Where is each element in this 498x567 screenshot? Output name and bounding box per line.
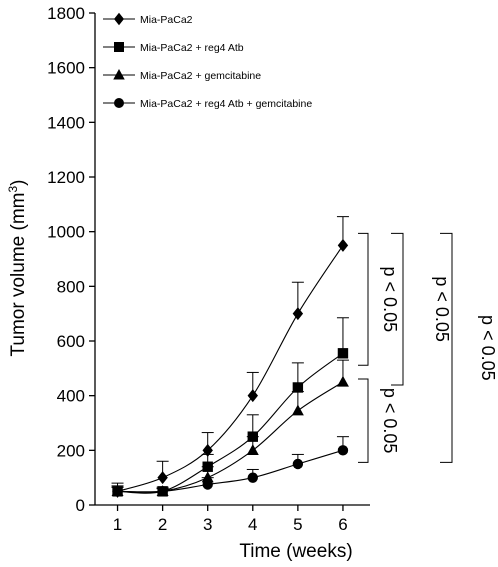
circle-marker [112,486,123,497]
x-tick-label: 1 [113,515,122,534]
circle-marker [114,98,124,108]
triangle-marker [113,69,125,80]
legend-label: Mia-PaCa2 [140,14,193,26]
series-diamond [111,216,349,498]
series-line [117,352,344,494]
square-marker [114,42,124,52]
diamond-marker [337,238,349,252]
x-tick-label: 4 [248,515,257,534]
y-axis-title: Tumor volume (mm3) [6,180,29,357]
p-value-label: p < 0.05 [380,388,400,454]
circle-marker [292,458,304,470]
legend-label: Mia-PaCa2 + reg4 Atb + gemcitabine [140,98,312,110]
legend-item: Mia-PaCa2 + reg4 Atb + gemcitabine [103,98,312,110]
diamond-marker [157,471,168,485]
diamond-marker [202,443,213,457]
significance-bracket: p < 0.05 [358,232,400,366]
bracket-line [440,232,453,463]
series-line [117,449,344,493]
series-layer [111,216,349,498]
legend-label: Mia-PaCa2 + reg4 Atb [140,42,244,54]
p-value-label: p < 0.05 [380,267,400,333]
y-tick-label: 1800 [47,4,85,23]
diamond-marker [292,307,304,321]
series-line [117,381,344,493]
circle-marker [157,486,168,497]
significance-bracket: p < 0.05 [391,232,452,386]
x-tick-label: 6 [338,515,347,534]
triangle-marker [291,404,304,416]
x-tick-label: 2 [158,515,167,534]
square-marker [337,348,349,359]
series-line [117,245,344,492]
circle-marker [247,472,258,483]
y-tick-label: 1600 [47,59,85,78]
p-value-label: p < 0.05 [432,276,452,342]
x-tick-label: 3 [203,515,212,534]
square-marker [292,382,304,393]
legend-item: Mia-PaCa2 + reg4 Atb [103,42,244,54]
series-triangle [111,359,349,497]
bracket-line [358,232,369,366]
y-tick-label: 200 [57,441,85,460]
y-tick-label: 800 [57,277,85,296]
diamond-marker [247,389,258,403]
triangle-marker [336,375,349,387]
x-ticks: 1 2 3 4 5 6 [113,505,348,534]
circle-marker [337,445,349,456]
series-square [111,317,349,497]
y-tick-label: 1000 [47,223,85,242]
circle-marker [202,479,213,490]
legend-item: Mia-PaCa2 + gemcitabine [103,69,261,82]
triangle-marker [246,444,259,456]
y-axis-title-superscript: 3 [6,186,20,193]
triangle-marker [201,471,214,483]
legend-label: Mia-PaCa2 + gemcitabine [140,70,261,82]
series-circle [111,436,349,497]
significance-bracket: p < 0.05 [440,232,498,463]
significance-brackets: p < 0.05 p < 0.05 p < 0.05 p < 0.05 [358,232,498,463]
y-tick-label: 600 [57,332,85,351]
legend: Mia-PaCa2 Mia-PaCa2 + reg4 Atb Mia-PaCa2 +… [103,12,312,110]
axes: 0 200 400 600 800 1000 1200 1400 1600 1800 1 2 3 4 5 6 [47,4,370,534]
significance-bracket: p < 0.05 [358,378,400,463]
y-ticks: 0 200 400 600 800 1000 1200 1400 1600 1800 [47,4,95,515]
y-tick-label: 1400 [47,113,85,132]
y-tick-label: 1200 [47,168,85,187]
x-tick-label: 5 [293,515,302,534]
legend-item: Mia-PaCa2 [103,12,193,26]
y-tick-label: 0 [76,496,85,515]
diamond-marker [114,12,124,26]
p-value-label: p < 0.05 [478,315,498,381]
bracket-line [358,378,369,463]
y-tick-label: 400 [57,387,85,406]
x-axis-title: Time (weeks) [239,541,352,562]
bracket-line [391,232,404,386]
